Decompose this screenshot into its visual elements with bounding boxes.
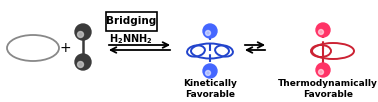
Text: Kinetically
Favorable: Kinetically Favorable (183, 79, 237, 99)
Circle shape (203, 64, 217, 78)
Circle shape (77, 62, 84, 68)
Circle shape (75, 24, 91, 40)
Circle shape (319, 69, 324, 74)
Circle shape (316, 63, 330, 77)
Text: Thermodynamically
Favorable: Thermodynamically Favorable (278, 79, 378, 99)
Circle shape (75, 54, 91, 70)
Circle shape (316, 23, 330, 37)
Circle shape (206, 30, 211, 35)
Text: $\mathbf{H_2NNH_2}$: $\mathbf{H_2NNH_2}$ (109, 32, 153, 46)
Circle shape (203, 24, 217, 38)
FancyBboxPatch shape (105, 12, 156, 30)
Circle shape (206, 70, 211, 75)
Text: +: + (59, 41, 71, 55)
Circle shape (319, 29, 324, 34)
Text: Bridging: Bridging (106, 16, 156, 26)
Circle shape (77, 32, 84, 38)
